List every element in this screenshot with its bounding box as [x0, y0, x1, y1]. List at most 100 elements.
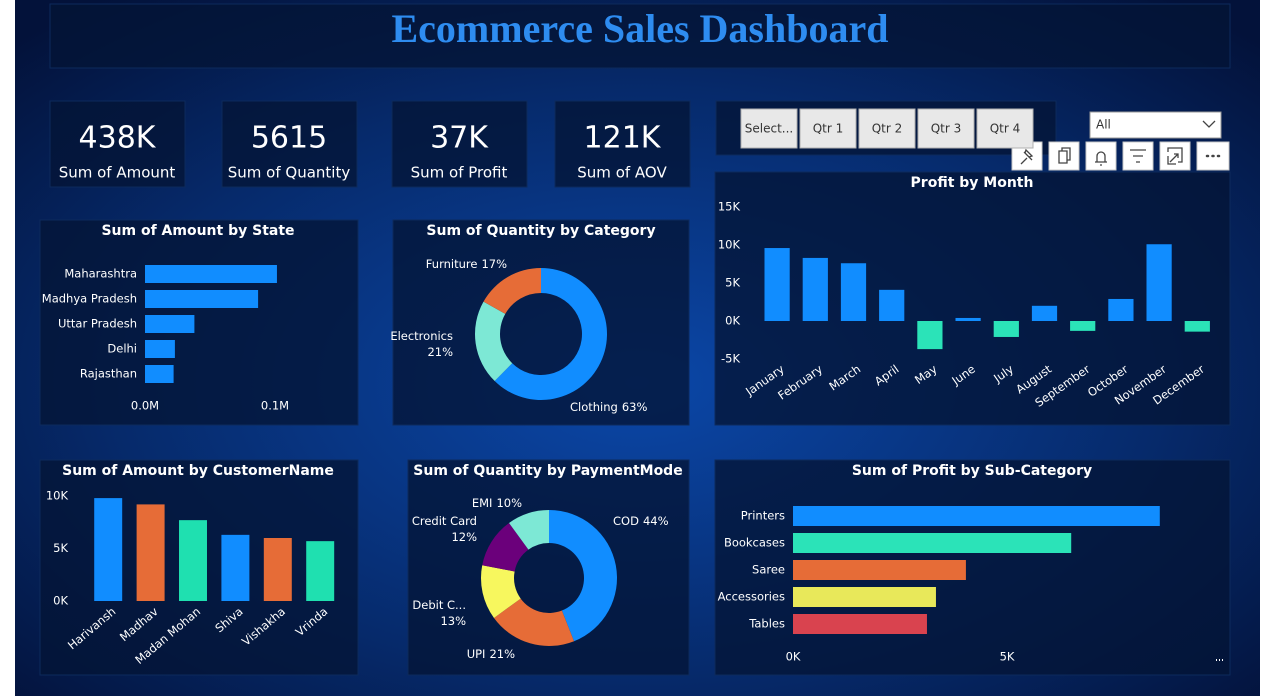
y-tick-label: Printers [741, 509, 785, 523]
kpi-value: 438K [79, 121, 157, 156]
slice-value: 10% [496, 496, 522, 510]
slice-value: 63% [622, 400, 648, 414]
slice-value: 21% [489, 647, 515, 661]
kpi-card [391, 100, 528, 188]
bar [145, 290, 259, 308]
donut-slice [475, 301, 513, 382]
y-tick-label: 0K [53, 594, 68, 608]
slicer-button-label: Qtr 2 [872, 122, 903, 136]
slicer-button[interactable] [799, 108, 857, 149]
bar [145, 315, 195, 333]
x-tick-label: 5K [1000, 650, 1015, 664]
slicer-button-label: Qtr 4 [990, 122, 1021, 136]
bar [802, 257, 828, 321]
alert-icon[interactable] [1085, 141, 1117, 171]
donut-slice [509, 510, 549, 550]
bar [793, 587, 936, 607]
bar [793, 614, 927, 634]
slicer-button-label: Qtr 3 [931, 122, 962, 136]
slice-value: 17% [481, 257, 507, 271]
kpi-label: Sum of AOV [577, 164, 667, 182]
dropdown[interactable] [1089, 111, 1222, 139]
kpi-label: Sum of Quantity [228, 164, 351, 182]
bar [179, 520, 207, 601]
y-tick-label: 5K [725, 276, 740, 290]
bar [1184, 321, 1210, 332]
bar [793, 560, 966, 580]
y-tick-label: Maharashtra [64, 267, 137, 281]
chart-title: Sum of Quantity by PaymentMode [413, 463, 682, 479]
y-tick-label: Tables [748, 617, 785, 631]
y-tick-label: 0K [725, 314, 740, 328]
chart-title: Sum of Amount by CustomerName [62, 463, 334, 479]
kpi-card [554, 100, 691, 188]
chart-title: Sum of Profit by Sub-Category [852, 463, 1092, 479]
slice-value: 13% [440, 614, 466, 628]
slice-category: COD [613, 514, 639, 528]
bar [145, 340, 175, 358]
bar [917, 321, 943, 350]
slice-category: Furniture [426, 257, 478, 271]
copy-icon[interactable] [1048, 141, 1080, 171]
slice-category: Credit Card [412, 514, 477, 528]
y-tick-label: Bookcases [724, 536, 785, 550]
slicer-button[interactable] [976, 108, 1034, 149]
bar [993, 321, 1019, 337]
y-tick-label: Uttar Pradesh [58, 317, 137, 331]
donut-slice [481, 565, 521, 618]
slicer-button-label: Select... [745, 122, 793, 136]
alert-glyph [1095, 151, 1107, 166]
bar [840, 263, 867, 321]
slicer-button[interactable] [917, 108, 975, 149]
slice-category: EMI [472, 496, 493, 510]
slice-label: EMI 10% [472, 496, 522, 510]
donut-slice [483, 268, 541, 314]
slice-value: 44% [643, 514, 669, 528]
y-tick-label: Delhi [107, 342, 137, 356]
slice-category: UPI [467, 647, 486, 661]
y-tick-label: 10K [718, 238, 741, 252]
y-tick-label: Madhya Pradesh [42, 292, 137, 306]
chart-title: Sum of Quantity by Category [426, 223, 655, 239]
kpi-value: 121K [584, 121, 662, 156]
kpi-label: Sum of Profit [411, 164, 508, 182]
y-tick-label: -5K [721, 352, 740, 366]
donut-slice [549, 510, 617, 642]
title-panel [49, 3, 1231, 69]
bar [145, 265, 277, 283]
focus-glyph [1167, 147, 1183, 165]
focus-icon[interactable] [1159, 141, 1191, 171]
y-tick-label: 10K [46, 489, 69, 503]
dropdown-value: All [1096, 118, 1111, 132]
bar [955, 317, 981, 321]
filter-glyph [1130, 149, 1146, 163]
kpi-value: 37K [430, 121, 489, 156]
chart-title: Sum of Amount by State [101, 223, 294, 239]
slice-value: 12% [451, 530, 477, 544]
slicer-button[interactable] [858, 108, 916, 149]
pin-glyph [1020, 148, 1034, 165]
kpi-card [49, 100, 186, 188]
bar [793, 506, 1160, 526]
slicer-button-label: Qtr 1 [813, 122, 844, 136]
copy-glyph [1058, 147, 1071, 164]
bar [1031, 305, 1058, 321]
slice-label: Debit C... 13% [412, 598, 466, 628]
donut-slice [482, 522, 529, 572]
x-tick-label: 0K [786, 650, 801, 664]
visual-toolbar [1011, 141, 1230, 171]
bar [221, 534, 250, 601]
dashboard-title: Ecommerce Sales Dashboard [392, 6, 889, 51]
slicer-button[interactable] [740, 108, 798, 149]
bar [793, 533, 1072, 553]
slice-label: Credit Card 12% [412, 514, 477, 544]
bar [1146, 244, 1172, 321]
slice-category: Electronics [390, 329, 453, 343]
kpi-value: 5615 [251, 121, 327, 156]
bar [263, 538, 292, 601]
y-tick-label: 5K [53, 541, 68, 555]
chart-panel [39, 219, 359, 426]
slice-label: Clothing 63% [570, 400, 647, 414]
bar [145, 365, 174, 383]
